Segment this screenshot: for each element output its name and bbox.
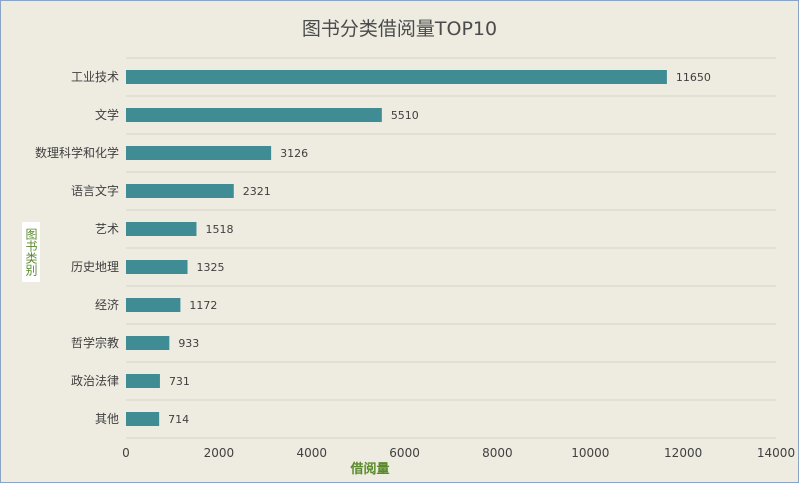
x-tick-label: 8000 — [482, 446, 513, 460]
data-label: 933 — [178, 337, 199, 350]
x-axis-title: 借阅量 — [350, 462, 390, 477]
data-label: 2321 — [243, 185, 271, 198]
x-tick-labels: 0 2000 4000 6000 8000 10000 12000 14000 — [122, 446, 795, 460]
y-axis-title: 图书类别 — [22, 222, 40, 282]
category-label: 文学 — [95, 107, 119, 122]
x-tick-label: 0 — [122, 446, 130, 460]
chart-title: 图书分类借阅量TOP10 — [301, 18, 498, 40]
bar — [126, 222, 197, 236]
x-tick-label: 10000 — [571, 446, 609, 460]
bar — [126, 108, 382, 122]
category-label: 数理科学和化学 — [35, 145, 119, 160]
bars — [126, 70, 667, 426]
bar — [126, 70, 667, 84]
bar — [126, 336, 170, 350]
data-label: 1518 — [205, 223, 233, 236]
bar — [126, 374, 160, 388]
category-label: 哲学宗教 — [71, 335, 119, 350]
bar — [126, 184, 234, 198]
x-tick-label: 14000 — [757, 446, 795, 460]
x-tick-label: 6000 — [389, 446, 420, 460]
data-label: 3126 — [280, 147, 308, 160]
x-tick-label: 12000 — [664, 446, 702, 460]
data-label: 731 — [169, 375, 190, 388]
bar — [126, 260, 188, 274]
x-tick-label: 4000 — [296, 446, 327, 460]
bar — [126, 298, 181, 312]
gridlines — [126, 57, 776, 439]
data-label: 11650 — [676, 71, 711, 84]
category-label: 工业技术 — [71, 70, 119, 84]
category-label: 其他 — [95, 412, 119, 426]
category-label: 语言文字 — [71, 183, 119, 198]
data-label: 1172 — [189, 299, 217, 312]
data-label: 714 — [168, 413, 189, 426]
category-label: 经济 — [95, 297, 119, 312]
bar — [126, 146, 272, 160]
data-label: 5510 — [391, 109, 419, 122]
data-labels: 11650 5510 3126 2321 1518 1325 1172 933 731 714 — [168, 71, 711, 426]
data-label: 1325 — [197, 261, 225, 274]
category-label: 政治法律 — [71, 374, 119, 388]
bar — [126, 412, 160, 426]
category-label: 历史地理 — [71, 260, 119, 274]
x-tick-label: 2000 — [204, 446, 235, 460]
category-label: 艺术 — [95, 222, 119, 236]
